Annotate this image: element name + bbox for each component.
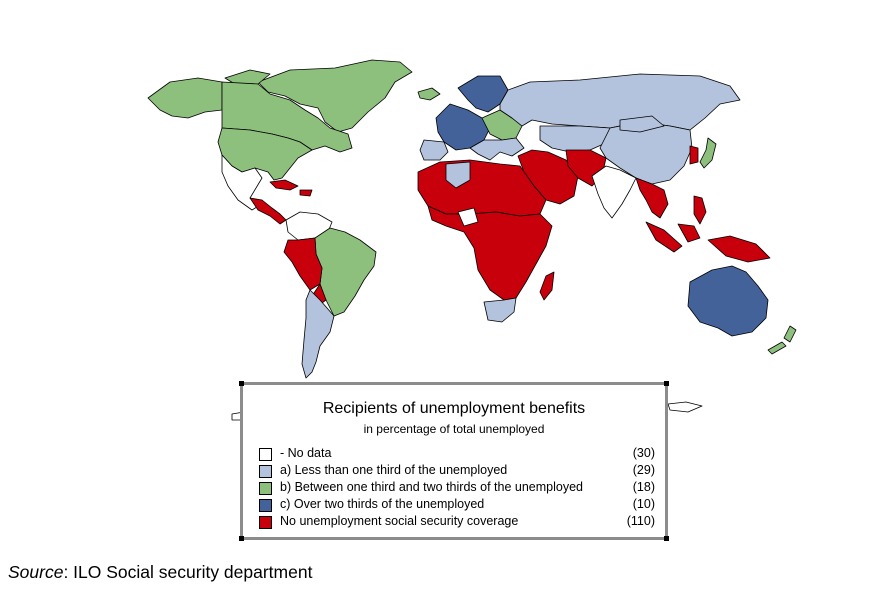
region-iberia [419,139,449,161]
region-mongolia [619,115,665,133]
legend-item-count: (29) [632,463,655,477]
legend-corner-marker [664,536,669,541]
region-new-zealand-2 [767,341,787,355]
region-horn-africa [457,207,479,227]
source-label: Source [8,562,64,582]
region-philippines [693,195,707,225]
region-new-zealand [783,325,797,343]
region-papua [707,235,771,263]
region-argentina-chile [301,289,335,379]
legend-title: Recipients of unemployment benefits [322,400,586,417]
region-indonesia [645,221,683,253]
region-central-africa [427,205,553,301]
region-india [591,165,637,219]
legend-item-label: b) Between one third and two thirds of t… [280,480,583,494]
region-caribbean [269,179,299,191]
legend-swatch [259,448,272,461]
legend-swatch [259,516,272,529]
region-caribbean-2 [299,189,313,197]
region-madagascar [539,271,555,301]
region-central-asia [539,125,611,153]
region-korea [689,145,699,165]
legend-corner-marker [239,381,244,386]
legend-corner-marker [664,381,669,386]
legend-item-label: a) Less than one third of the unemployed [280,463,508,477]
region-antarctica-fragment [667,401,703,413]
region-australia [687,265,769,337]
legend-item-label: No unemployment social security coverage [280,514,519,528]
legend-item-over-two-thirds: c) Over two thirds of the unemployed (10… [259,497,655,514]
region-brazil [314,227,377,317]
legend-item-label: - No data [280,446,332,460]
legend-subtitle: in percentage of total unemployed [363,422,545,436]
region-central-america [249,197,287,225]
legend-corner-marker [239,536,244,541]
map-legend: Recipients of unemployment benefits in p… [239,381,669,541]
legend-item-no-coverage: No unemployment social security coverage… [259,514,655,531]
region-se-asia [635,177,669,219]
region-greenland [257,59,413,133]
region-japan [699,137,717,169]
legend-swatch [259,465,272,478]
legend-item-count: (18) [632,480,655,494]
region-italy-balkans [469,137,525,161]
legend-item-third-to-two-thirds: b) Between one third and two thirds of t… [259,480,655,497]
legend-item-no-data: - No data (30) [259,446,655,463]
legend-swatch [259,499,272,512]
region-south-africa [483,297,517,323]
source-text: : ILO Social security department [63,562,313,582]
region-indonesia-2 [677,223,701,243]
region-alaska [147,77,223,119]
region-iceland [417,87,441,101]
source-note: Source: ILO Social security department [8,562,312,583]
legend-item-count: (110) [626,514,655,528]
legend-swatch [259,482,272,495]
region-maghreb-patch [445,161,471,189]
legend-item-less-than-third: a) Less than one third of the unemployed… [259,463,655,480]
legend-item-label: c) Over two thirds of the unemployed [280,497,485,511]
legend-item-count: (10) [632,497,655,511]
legend-item-count: (30) [632,446,655,460]
